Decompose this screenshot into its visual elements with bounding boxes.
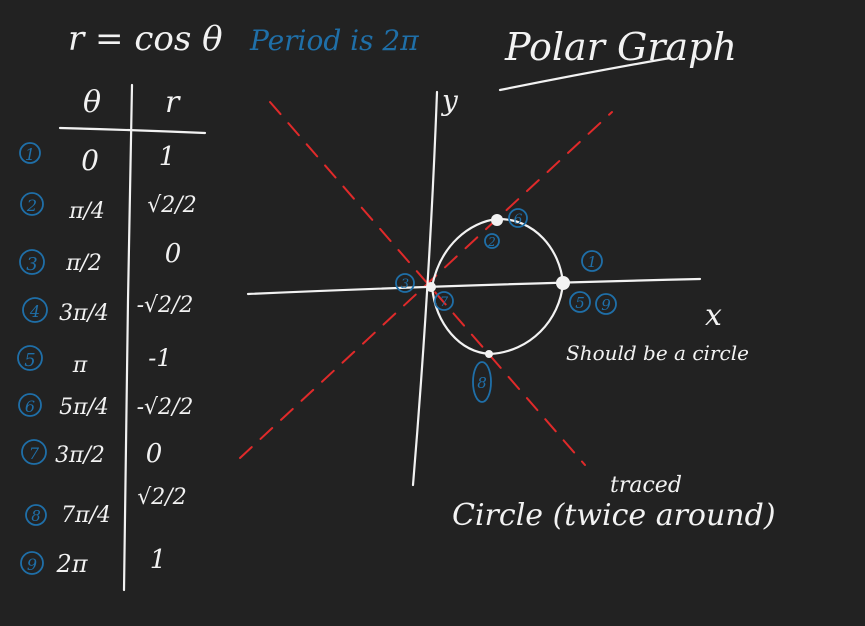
r-value: -√2/2 [137,293,194,318]
theta-value: 3π/4 [59,301,109,326]
step-marker [18,393,42,417]
step-number: 8 [31,507,41,525]
point-label: 5 [575,294,585,312]
plot-point-origin [426,282,436,292]
theta-value: 3π/2 [55,443,105,468]
step-number: 2 [26,196,37,215]
step-marker [20,551,44,575]
step-markers: 1 2 3 4 5 6 7 8 9 [17,142,48,575]
step-number: 9 [27,555,37,574]
theta-value: 2π [55,550,88,578]
r-value: 0 [165,239,182,269]
step-number: 6 [25,397,35,416]
note-traced: traced [610,473,682,498]
y-axis-label: y [440,84,459,117]
title-underline [498,56,672,92]
x-axis [246,277,702,296]
table-header-theta: θ [83,85,101,120]
r-value: 0 [146,439,163,469]
point-label-marker [434,291,454,311]
theta-value: π/2 [65,251,102,276]
table-column-divider [122,83,134,592]
equation-formula: r = cos θ [68,19,223,59]
theta-value: 5π/4 [59,395,109,420]
theta-value: 0 [81,144,99,177]
plot-point-bottom [485,350,493,358]
r-value: 1 [150,545,167,575]
table-header-rule [58,126,207,135]
r-value: -1 [148,344,171,372]
point-label: 6 [514,212,523,228]
x-axis-label: x [705,298,722,333]
point-label-marker [569,291,591,313]
point-label: 8 [477,374,487,392]
r-column: 1 √2/2 0 -√2/2 -1 -√2/2 0 √2/2 1 [137,142,197,575]
point-label: 1 [587,253,597,271]
step-number: 4 [29,302,40,321]
step-marker [19,249,45,275]
point-labels: 6 2 1 5 9 3 7 8 [395,208,617,403]
point-label-marker [581,250,603,272]
step-number: 1 [25,145,35,164]
point-label-marker [395,273,415,293]
point-label-marker [472,361,492,403]
note-should-be-circle: Should be a circle [566,341,749,365]
theta-column: 0 π/4 π/2 3π/4 π 5π/4 3π/2 7π/4 2π [55,144,111,578]
step-number: 3 [26,254,37,275]
step-marker [19,142,41,164]
theta-value: π/4 [68,199,105,224]
r-value: √2/2 [147,193,196,218]
step-marker [20,192,44,216]
step-marker [22,297,48,323]
theta-value: 7π/4 [61,503,111,528]
r-value: 1 [159,142,176,172]
point-label-marker [595,293,617,315]
r-value: -√2/2 [137,395,194,420]
point-label: 2 [487,235,496,249]
step-marker [25,504,47,526]
plot-point-top [491,214,503,226]
step-number: 5 [24,350,35,371]
step-marker [21,439,47,465]
point-label: 3 [401,277,409,292]
point-label-marker [508,208,528,228]
period-note: Period is 2π [249,24,419,57]
step-number: 7 [29,444,40,463]
point-label-marker [484,233,500,249]
table-header-r: r [165,85,181,120]
point-label: 9 [601,296,611,314]
note-circle-twice: Circle (twice around) [452,498,776,533]
theta-value: π [72,353,88,378]
title: Polar Graph [504,25,737,69]
plot-point-right [556,276,570,290]
point-label: 7 [440,295,449,310]
diagonal-line-pi-4 [239,111,613,459]
r-value: √2/2 [137,485,186,510]
step-marker [17,345,43,371]
